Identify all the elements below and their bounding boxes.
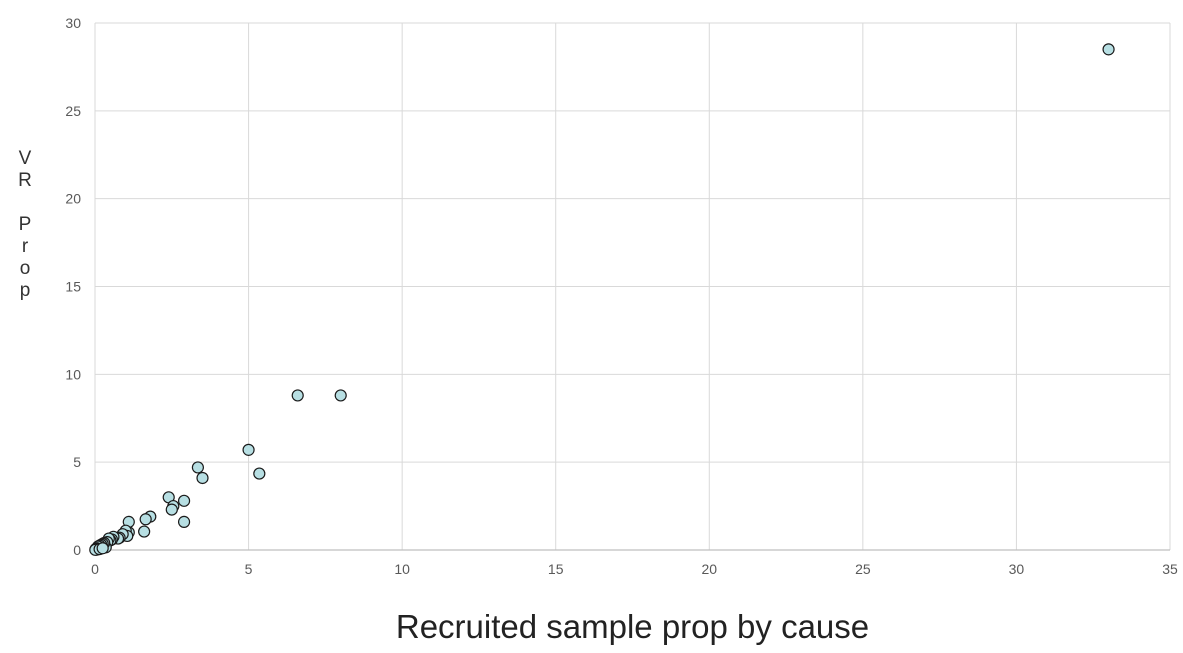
x-tick-label: 10 [394, 561, 410, 577]
scatter-point [196, 471, 209, 485]
scatter-point [191, 461, 204, 474]
scatter-point [138, 525, 151, 538]
x-tick-label: 5 [245, 561, 253, 577]
y-tick-label: 0 [73, 542, 81, 558]
y-tick-label: 15 [65, 279, 81, 295]
x-tick-label: 20 [701, 561, 717, 577]
y-axis-label-char: p [19, 280, 31, 301]
x-axis-label: Recruited sample prop by cause [395, 608, 870, 645]
scatter-point [1102, 43, 1115, 56]
scatter-point [177, 494, 191, 507]
y-tick-label: 20 [65, 191, 81, 207]
y-axis-label-char: r [21, 236, 29, 257]
y-tick-label: 5 [73, 454, 81, 470]
data-points [89, 43, 1115, 556]
scatter-point [242, 443, 255, 456]
tick-labels: 0 5 10 15 20 25 30 35 0 5 10 15 20 25 30 [65, 15, 1178, 577]
scatter-point [177, 515, 191, 528]
y-tick-label: 10 [65, 366, 81, 382]
y-axis-label-char: R [18, 170, 32, 191]
scatter-point [139, 513, 152, 526]
y-axis-label-char: V [18, 148, 32, 169]
x-tick-label: 15 [548, 561, 564, 577]
y-tick-label: 30 [65, 15, 81, 31]
scatter-point [253, 467, 266, 480]
scatter-point [96, 542, 109, 555]
grid-lines [94, 22, 1171, 551]
y-axis-label-char: o [19, 258, 31, 279]
scatter-point [334, 389, 347, 402]
y-axis-label-char: P [18, 214, 32, 235]
x-tick-label: 25 [855, 561, 871, 577]
y-axis-label-char [14, 192, 36, 214]
x-tick-label: 0 [91, 561, 99, 577]
scatter-point [291, 389, 304, 402]
x-tick-label: 30 [1009, 561, 1025, 577]
y-tick-label: 25 [65, 103, 81, 119]
x-tick-label: 35 [1162, 561, 1178, 577]
scatter-point [165, 503, 178, 516]
